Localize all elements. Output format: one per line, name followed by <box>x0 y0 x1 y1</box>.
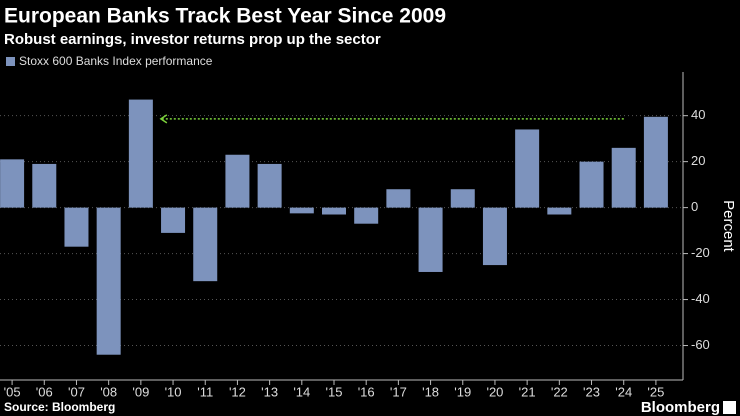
x-tick-label: '21 <box>519 384 536 399</box>
x-tick-label: '14 <box>293 384 310 399</box>
y-tick-label: -40 <box>691 291 710 306</box>
x-tick-label: '19 <box>454 384 471 399</box>
chart-title: European Banks Track Best Year Since 200… <box>4 5 446 28</box>
x-tick-label: '06 <box>36 384 53 399</box>
bar <box>64 207 89 247</box>
chart-subtitle: Robust earnings, investor returns prop u… <box>4 31 381 48</box>
x-tick-label: '18 <box>422 384 439 399</box>
bar <box>515 129 540 208</box>
source: Source: Bloomberg <box>4 400 115 414</box>
y-tick-label: 40 <box>691 107 705 122</box>
y-tick-label: 0 <box>691 199 698 214</box>
legend-label: Stoxx 600 Banks Index performance <box>19 54 213 68</box>
bar <box>450 189 475 208</box>
x-tick-label: '09 <box>132 384 149 399</box>
arrow-head <box>159 114 168 124</box>
bar <box>643 116 668 208</box>
x-tick-label: '25 <box>647 384 664 399</box>
bar <box>32 163 57 208</box>
bar <box>611 147 636 208</box>
bar <box>482 207 507 266</box>
x-tick-label: '23 <box>583 384 600 399</box>
bar <box>322 207 346 215</box>
bar <box>289 207 314 214</box>
x-tick-label: '17 <box>390 384 407 399</box>
x-tick-label: '05 <box>4 384 21 399</box>
bar <box>579 161 604 208</box>
bar <box>161 207 186 233</box>
x-tick-label: '13 <box>261 384 278 399</box>
bar <box>418 207 443 272</box>
bar <box>225 154 250 208</box>
y-tick-label: -20 <box>691 245 710 260</box>
x-tick-label: '20 <box>486 384 503 399</box>
x-tick-label: '07 <box>68 384 85 399</box>
bar <box>354 207 379 224</box>
y-tick-label: 20 <box>691 153 705 168</box>
bar <box>96 207 121 355</box>
bar <box>257 163 282 208</box>
bar <box>0 159 25 208</box>
y-axis-label: Percent <box>720 200 737 253</box>
legend-swatch <box>6 57 15 66</box>
x-tick-label: '22 <box>551 384 568 399</box>
brand-icon <box>723 401 736 414</box>
brand: Bloomberg <box>641 399 720 416</box>
bar <box>128 99 153 208</box>
x-tick-label: '10 <box>165 384 182 399</box>
x-tick-label: '12 <box>229 384 246 399</box>
x-tick-label: '16 <box>358 384 375 399</box>
bar <box>193 207 218 282</box>
x-tick-label: '08 <box>100 384 117 399</box>
x-tick-label: '15 <box>326 384 343 399</box>
bar <box>386 189 411 208</box>
bar <box>547 207 572 215</box>
x-tick-label: '11 <box>197 384 213 399</box>
y-tick-label: -60 <box>691 337 710 352</box>
x-tick-label: '24 <box>615 384 632 399</box>
